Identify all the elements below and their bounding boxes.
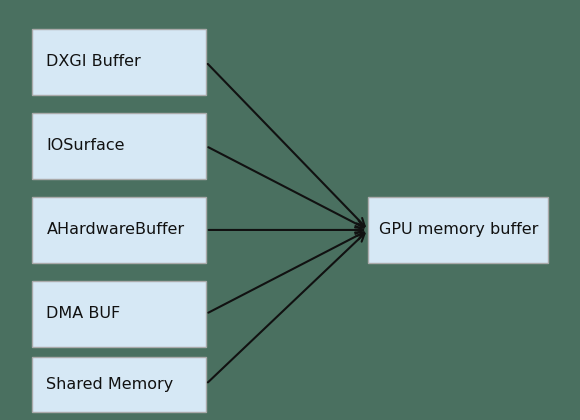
FancyBboxPatch shape — [32, 113, 206, 178]
Text: GPU memory buffer: GPU memory buffer — [379, 223, 538, 237]
Text: AHardwareBuffer: AHardwareBuffer — [46, 223, 184, 237]
Text: IOSurface: IOSurface — [46, 139, 125, 153]
FancyBboxPatch shape — [32, 197, 206, 262]
Text: DXGI Buffer: DXGI Buffer — [46, 55, 141, 69]
FancyBboxPatch shape — [32, 29, 206, 94]
FancyBboxPatch shape — [32, 357, 206, 412]
Text: Shared Memory: Shared Memory — [46, 377, 173, 392]
FancyBboxPatch shape — [368, 197, 548, 262]
FancyBboxPatch shape — [32, 281, 206, 346]
Text: DMA BUF: DMA BUF — [46, 307, 121, 321]
